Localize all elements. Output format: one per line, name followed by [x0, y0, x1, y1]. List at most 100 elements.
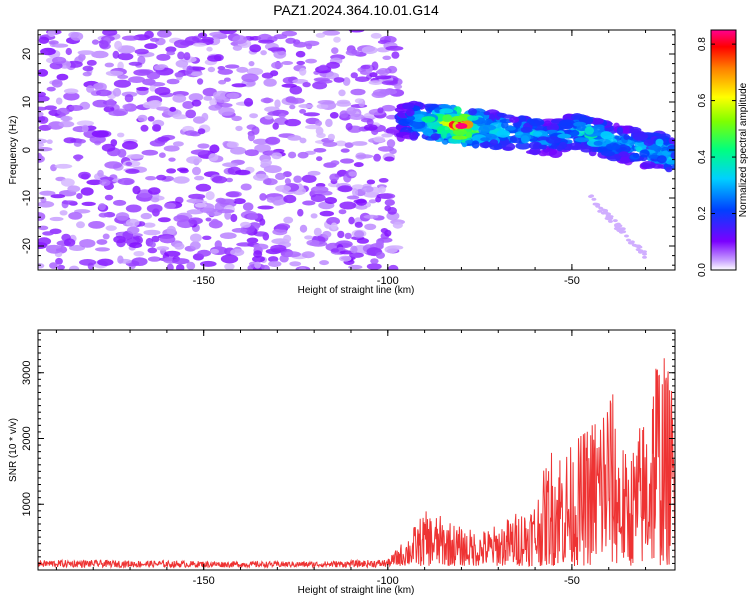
heatmap-cell [322, 30, 341, 36]
heatmap-cell [124, 94, 134, 103]
heatmap-cell [172, 258, 190, 265]
heatmap-cell [149, 241, 156, 248]
heatmap-cell [496, 129, 511, 138]
heatmap-cell [132, 185, 141, 195]
heatmap-cell [106, 98, 116, 108]
heatmap-cell [217, 103, 233, 108]
heatmap-cell [327, 133, 335, 141]
heatmap-cell [125, 204, 142, 213]
heatmap-cell [218, 106, 235, 116]
heatmap-cell [188, 209, 199, 215]
heatmap-cell [373, 136, 385, 143]
heatmap-cell [188, 217, 203, 225]
heatmap-cell [42, 231, 54, 236]
line-axes: -150 -100 -50 1000 2000 3000 [21, 330, 675, 587]
heatmap-cell [608, 219, 613, 223]
heatmap-cell [375, 240, 384, 249]
heatmap-cell [604, 212, 610, 215]
heatmap-cell [105, 70, 124, 77]
heatmap-cell [79, 259, 97, 266]
heatmap-cell [188, 93, 204, 102]
heatmap-cell [143, 229, 161, 236]
heatmap-cell [260, 50, 267, 56]
heatmap-cell [355, 204, 368, 210]
heatmap-cell [384, 156, 395, 162]
heatmap-cell [338, 89, 346, 97]
heatmap-cell [146, 71, 161, 80]
heatmap-cell [77, 50, 95, 55]
heatmap-cell [642, 252, 647, 256]
heatmap-cell [557, 133, 572, 139]
heatmap-cell [344, 142, 354, 149]
heatmap-cell [129, 242, 143, 249]
heatmap-cell [154, 86, 171, 96]
heatmap-cell [421, 116, 436, 123]
heatmap-cell [248, 61, 255, 67]
heatmap-cell [156, 246, 170, 251]
heatmap-cell [601, 208, 607, 212]
heatmap-cell [112, 50, 120, 59]
heatmap-cell [166, 51, 176, 56]
heatmap-cell [325, 118, 333, 128]
heatmap-cell [86, 85, 95, 93]
heatmap-cell [305, 43, 313, 50]
heatmap-cell [246, 81, 256, 86]
heatmap-cell [465, 131, 472, 138]
heatmap-cell [361, 185, 374, 193]
heatmap-cell [212, 90, 230, 100]
heatmap-cell [179, 168, 189, 174]
heatmap-cell [643, 139, 654, 147]
y-tick-label: -20 [21, 238, 33, 254]
heatmap-cell [49, 216, 64, 222]
heatmap-cell [148, 187, 161, 195]
heatmap-cell [348, 30, 365, 33]
heatmap-cell [360, 64, 371, 70]
heatmap-cell [259, 193, 267, 201]
heatmap-cell [392, 221, 403, 229]
heatmap-cell [192, 42, 207, 47]
heatmap-cell [281, 83, 297, 88]
heatmap-cell [91, 50, 109, 59]
heatmap-cell [548, 149, 563, 159]
heatmap-cell [670, 152, 675, 159]
heatmap-cell [225, 64, 240, 69]
heatmap-cell [642, 250, 647, 254]
heatmap-cell [56, 107, 70, 116]
heatmap-cell [352, 188, 358, 197]
heatmap-cell [304, 235, 314, 240]
heatmap-cell [61, 200, 78, 205]
heatmap-cell [319, 79, 333, 84]
heatmap-cell [157, 30, 172, 38]
heatmap-cell [233, 198, 246, 205]
heatmap-cell [584, 126, 594, 135]
heatmap-cell [329, 173, 340, 182]
heatmap-cell [82, 65, 94, 72]
heatmap-cell [368, 199, 377, 204]
heatmap-cell [236, 66, 249, 73]
heatmap-cell [345, 122, 353, 131]
heatmap-cell [117, 61, 124, 70]
heatmap-cell [268, 256, 279, 263]
heatmap-cell [185, 109, 197, 119]
heatmap-cell [63, 88, 79, 94]
heatmap-cell [76, 221, 85, 229]
heatmap-cell [168, 157, 176, 162]
heatmap-cell [668, 137, 675, 145]
x-tick-label: -50 [564, 575, 580, 587]
heatmap-cell [377, 107, 384, 114]
heatmap-cell [568, 142, 582, 151]
heatmap-cell [344, 232, 352, 240]
heatmap-cell [409, 131, 419, 141]
heatmap-cell [315, 120, 322, 127]
heatmap-cell [209, 98, 217, 106]
heatmap-cell [191, 99, 202, 107]
heatmap-cell [166, 78, 180, 85]
heatmap-x-axis-label: Height of straight line (km) [298, 285, 415, 296]
heatmap-cell [217, 68, 233, 75]
heatmap-cell [317, 100, 335, 105]
heatmap-cell [342, 77, 351, 86]
heatmap-cell [626, 238, 631, 242]
heatmap-cell [242, 202, 254, 211]
heatmap-cell [272, 228, 288, 236]
